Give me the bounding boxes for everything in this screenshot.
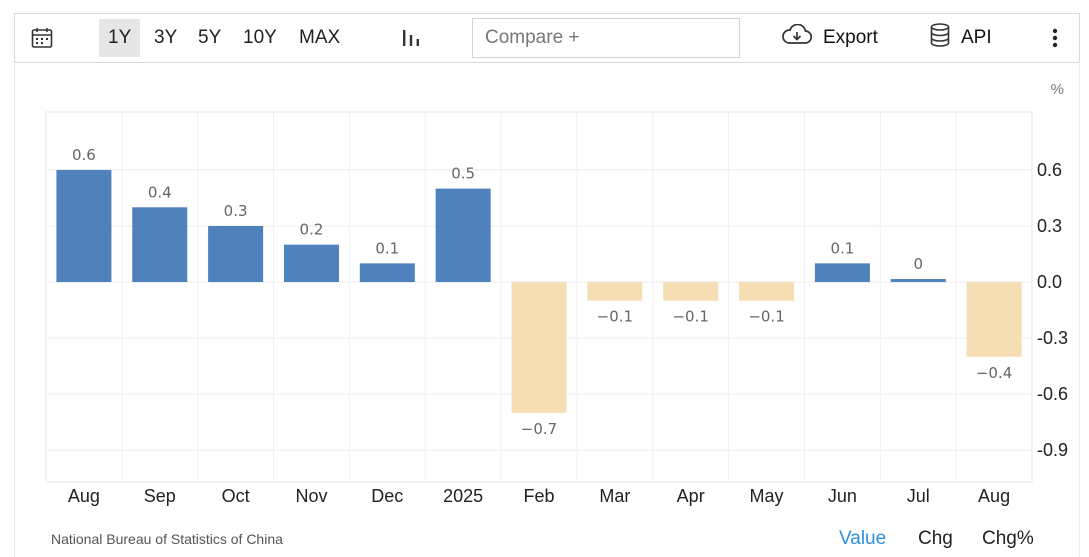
x-tick-label: May (750, 486, 784, 506)
y-tick-label: -0.3 (1037, 328, 1068, 348)
mode-value-button[interactable]: Value (839, 528, 887, 549)
chart-area: 0.6 Aug 0.4 Sep 0.3 Oct 0.2 Nov 0.1 Dec 0.5 2025 −0.… (14, 64, 1080, 557)
range-5y-button[interactable]: 5Y (198, 27, 222, 48)
bar (739, 282, 795, 301)
x-tick-label: Aug (68, 486, 100, 506)
bar-value-label: −0.7 (521, 420, 557, 438)
bar (208, 225, 264, 283)
x-tick-label: Jul (907, 486, 930, 506)
bar (511, 282, 567, 413)
bar (966, 282, 1022, 357)
x-tick-label: Apr (677, 486, 705, 506)
database-icon (929, 22, 951, 54)
range-max-button[interactable]: MAX (299, 27, 341, 48)
bar (56, 169, 112, 283)
bar (359, 263, 415, 283)
bar (587, 282, 643, 301)
bar-value-label: 0.3 (224, 202, 248, 220)
bar-value-label: 0.1 (375, 239, 399, 257)
bar-value-label: −0.1 (748, 308, 784, 326)
bar-value-label: −0.4 (976, 364, 1012, 382)
x-tick-label: 2025 (443, 486, 483, 506)
range-10y-button[interactable]: 10Y (243, 27, 277, 48)
bar-value-label: 0.6 (72, 146, 96, 164)
x-tick-label: Sep (144, 486, 176, 506)
bar (435, 188, 491, 283)
bar-value-label: −0.1 (597, 308, 633, 326)
unit-label: % (1051, 81, 1064, 98)
export-button[interactable]: Export (781, 14, 878, 62)
bar-value-label: 0.4 (148, 183, 172, 201)
range-1y-button[interactable]: 1Y (99, 19, 141, 57)
y-tick-label: 0.6 (1037, 160, 1062, 180)
bar (814, 263, 870, 283)
x-tick-label: Oct (222, 486, 250, 506)
chart-toolbar: 1Y 3Y 5Y 10Y MAX Compare + Export (14, 13, 1080, 63)
api-button[interactable]: API (929, 14, 992, 62)
bar-value-label: 0.2 (300, 221, 324, 239)
export-label: Export (823, 27, 878, 48)
x-tick-label: Nov (295, 486, 327, 506)
range-3y-button[interactable]: 3Y (154, 27, 178, 48)
api-label: API (961, 27, 992, 48)
x-tick-label: Mar (599, 486, 630, 506)
bar-value-label: −0.1 (672, 308, 708, 326)
mode-chg-percent-button[interactable]: Chg% (982, 528, 1034, 549)
plot-frame (45, 111, 1033, 483)
y-tick-label: 0.0 (1037, 272, 1062, 292)
x-tick-label: Feb (523, 486, 554, 506)
more-vertical-icon[interactable] (1047, 14, 1063, 62)
mode-chg-button[interactable]: Chg (918, 528, 953, 549)
x-tick-label: Jun (828, 486, 857, 506)
y-tick-label: -0.9 (1037, 440, 1068, 460)
bar-value-label: 0.5 (451, 165, 475, 183)
y-tick-label: -0.6 (1037, 384, 1068, 404)
data-source: National Bureau of Statistics of China (51, 531, 283, 547)
bar-chart-icon[interactable] (399, 14, 423, 62)
y-tick-label: 0.3 (1037, 216, 1062, 236)
bar (890, 279, 946, 283)
compare-input[interactable]: Compare + (472, 18, 740, 58)
bar (283, 244, 339, 283)
bar-value-label: 0.1 (830, 239, 854, 257)
bar-chart: 0.6 Aug 0.4 Sep 0.3 Oct 0.2 Nov 0.1 Dec 0.5 2025 −0.… (45, 81, 1068, 506)
x-tick-label: Aug (978, 486, 1010, 506)
bar (132, 207, 188, 283)
x-tick-label: Dec (371, 486, 403, 506)
calendar-icon[interactable] (29, 14, 55, 62)
bar-value-label: 0 (913, 255, 923, 273)
bar (663, 282, 719, 301)
cloud-download-icon (781, 23, 813, 52)
